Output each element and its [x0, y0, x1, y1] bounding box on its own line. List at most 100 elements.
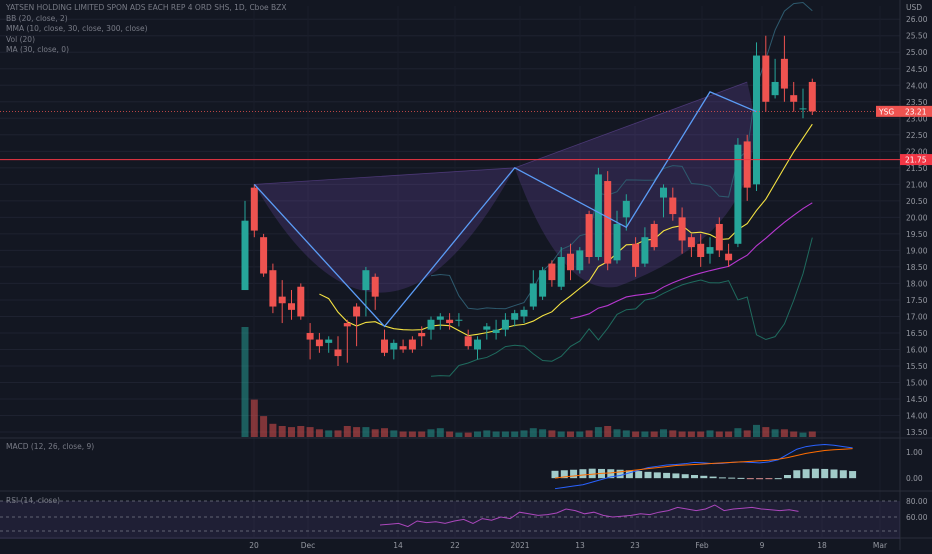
rsi-line [379, 504, 799, 528]
price-axis-tick-label: 23.50 [906, 98, 928, 107]
macd-histogram-bar [625, 470, 633, 479]
candle-body [687, 237, 695, 248]
volume-bar [399, 431, 407, 437]
rsi-label[interactable]: RSI (14, close) [6, 496, 61, 505]
macd-histogram-bar [635, 471, 643, 479]
volume-bar [613, 429, 621, 437]
price-axis-tick-label: 21.00 [906, 180, 928, 189]
volume-bar [418, 431, 426, 437]
candle-body [278, 296, 286, 304]
ma-yellow-line [319, 123, 813, 337]
price-axis-tick-label: 22.50 [906, 131, 928, 140]
volume-bar [687, 431, 695, 437]
macd-histogram-bar [551, 470, 559, 479]
volume-bar [427, 429, 435, 437]
candle-body [780, 58, 788, 89]
macd-histogram-bar [691, 475, 698, 479]
hline-price-tag-box [900, 154, 932, 166]
candle-body [427, 319, 435, 330]
volume-bar [604, 426, 612, 437]
macd-histogram-bar [737, 477, 745, 479]
macd-axis-tick-label: 1.00 [906, 448, 923, 457]
candle-body [567, 253, 574, 271]
price-axis-tick-label: 20.00 [906, 213, 928, 222]
price-axis-tick-label: 18.50 [906, 263, 928, 272]
volume-bar [306, 427, 314, 437]
candle-body [539, 270, 547, 297]
candle-body [474, 339, 481, 350]
candle-body [288, 303, 295, 310]
candle-body [353, 306, 361, 317]
time-axis-tick-label: 9 [760, 541, 765, 550]
macd-histogram-bar [588, 468, 596, 479]
macd-histogram-bar [607, 469, 615, 479]
volume-bar [455, 432, 463, 437]
volume-bar [660, 429, 667, 437]
time-axis-tick-label: 14 [393, 541, 403, 550]
candle-body [241, 220, 249, 291]
candle-body [418, 332, 426, 337]
candle-body [399, 346, 407, 350]
bb-upper-line [430, 1, 813, 310]
candle-body [706, 247, 714, 254]
macd-line [554, 443, 853, 490]
candle-body [343, 323, 351, 327]
candle-body [650, 223, 658, 248]
macd-histogram-bar [811, 468, 819, 479]
candle-body [269, 270, 277, 307]
macd-histogram-bar [663, 472, 671, 479]
macd-axis-tick-label: 0.00 [906, 474, 923, 483]
candle-body [771, 81, 779, 96]
candle-body [325, 339, 333, 343]
macd-histogram-bar [774, 478, 782, 480]
volume-bar [734, 428, 742, 437]
time-axis-tick-label: 23 [630, 541, 640, 550]
volume-bar [390, 430, 398, 437]
macd-histogram-bar [793, 470, 801, 479]
volume-bar [715, 431, 723, 437]
candle-body [660, 187, 667, 198]
time-axis-tick-label: Mar [873, 541, 888, 550]
macd-histogram-bar [616, 469, 624, 479]
candle-body [520, 309, 528, 317]
symbol-tag-label: YSG [878, 107, 894, 116]
volume-bar [678, 431, 686, 437]
volume-bar [753, 424, 760, 437]
volume-bar [269, 423, 277, 437]
volume-bar [250, 399, 258, 437]
price-axis-tick-label: 16.50 [906, 329, 928, 338]
candle-body [315, 339, 323, 347]
volume-bar [622, 430, 630, 437]
candle-body [306, 332, 314, 340]
rsi-band-fill [0, 501, 900, 539]
time-axis-tick-label: 20 [249, 541, 259, 550]
symbol-tag-box [876, 105, 900, 117]
volume-bar [343, 426, 351, 437]
candle-body [501, 319, 509, 330]
macd-label[interactable]: MACD (12, 26, close, 9) [6, 442, 95, 451]
price-axis-tick-label: 19.50 [906, 230, 928, 239]
candle-body [362, 270, 370, 291]
candle-body [613, 223, 621, 261]
candle-body [808, 81, 816, 112]
currency-label: USD [906, 3, 922, 12]
candle-body [604, 181, 612, 264]
volume-bar [520, 430, 528, 437]
volume-bar [808, 431, 816, 437]
candle-body [492, 329, 500, 333]
volume-bar [362, 427, 370, 437]
candle-body [697, 243, 705, 258]
volume-bar [632, 431, 640, 437]
macd-histogram-bar [849, 471, 857, 479]
macd-histogram-bar [700, 475, 708, 479]
volume-bar [446, 431, 454, 437]
volume-bar [464, 432, 472, 437]
candle-body [762, 55, 770, 102]
volume-bar [278, 426, 286, 437]
price-axis-tick-label: 17.50 [906, 296, 928, 305]
price-axis-tick-label: 26.00 [906, 15, 928, 24]
volume-bar [511, 431, 519, 437]
volume-bar [539, 429, 547, 437]
